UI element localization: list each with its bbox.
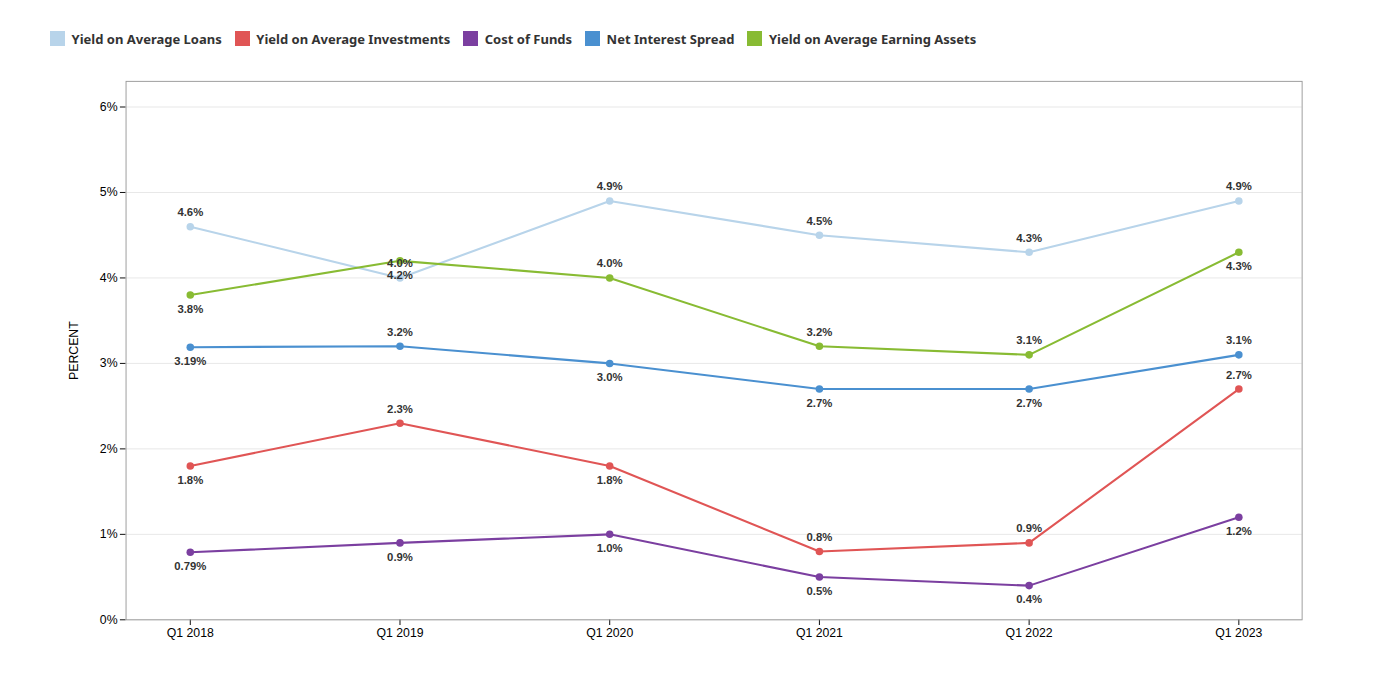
svg-text:3.2%: 3.2% <box>807 325 833 337</box>
svg-text:2.7%: 2.7% <box>1226 368 1252 380</box>
svg-text:5%: 5% <box>100 185 118 199</box>
svg-text:2.7%: 2.7% <box>807 396 833 408</box>
html-text:Yield on Average Earning Asset: Yield on Average Earning Assets <box>768 29 977 48</box>
html-text:Yield on Average Investments: Yield on Average Investments <box>256 29 451 48</box>
svg-text:3.1%: 3.1% <box>1016 334 1042 346</box>
svg-text:4.6%: 4.6% <box>177 206 203 218</box>
svg-text:3.0%: 3.0% <box>597 371 623 383</box>
svg-text:6%: 6% <box>100 99 118 113</box>
svg-text:3.19%: 3.19% <box>174 354 206 366</box>
svg-text:4.0%: 4.0% <box>387 257 413 269</box>
svg-text:3.1%: 3.1% <box>1226 334 1252 346</box>
svg-text:4%: 4% <box>100 270 118 284</box>
svg-text:1.2%: 1.2% <box>1226 525 1252 537</box>
svg-text:4.2%: 4.2% <box>387 268 413 280</box>
svg-text:3.8%: 3.8% <box>177 302 203 314</box>
svg-text:2%: 2% <box>100 441 118 455</box>
svg-text:PERCENT: PERCENT <box>67 320 81 379</box>
svg-text:0.79%: 0.79% <box>174 560 206 572</box>
html-text:Net Interest Spread: Net Interest Spread <box>606 29 735 48</box>
svg-text:2.7%: 2.7% <box>1016 396 1042 408</box>
svg-text:Q1 2020: Q1 2020 <box>586 626 633 640</box>
svg-text:2.3%: 2.3% <box>387 402 413 414</box>
svg-text:1.0%: 1.0% <box>597 542 623 554</box>
svg-text:0%: 0% <box>100 612 118 626</box>
svg-text:3%: 3% <box>100 356 118 370</box>
svg-text:4.5%: 4.5% <box>807 214 833 226</box>
svg-text:4.9%: 4.9% <box>597 180 623 192</box>
svg-text:Q1 2021: Q1 2021 <box>796 626 843 640</box>
svg-text:0.9%: 0.9% <box>1016 522 1042 534</box>
html-text:Cost of Funds: Cost of Funds <box>484 29 573 48</box>
svg-text:Q1 2018: Q1 2018 <box>167 626 214 640</box>
svg-text:0.4%: 0.4% <box>1016 593 1042 605</box>
svg-text:4.3%: 4.3% <box>1016 231 1042 243</box>
svg-text:0.8%: 0.8% <box>807 530 833 542</box>
html-text:Yield on Average Loans: Yield on Average Loans <box>71 29 222 48</box>
svg-text:Q1 2019: Q1 2019 <box>376 626 423 640</box>
svg-text:1.8%: 1.8% <box>177 473 203 485</box>
svg-text:0.5%: 0.5% <box>807 584 833 596</box>
svg-text:4.9%: 4.9% <box>1226 180 1252 192</box>
svg-text:Q1 2022: Q1 2022 <box>1006 626 1053 640</box>
svg-text:4.0%: 4.0% <box>597 257 623 269</box>
svg-text:1%: 1% <box>100 527 118 541</box>
svg-text:0.9%: 0.9% <box>387 550 413 562</box>
svg-text:1.8%: 1.8% <box>597 473 623 485</box>
svg-text:3.2%: 3.2% <box>387 325 413 337</box>
svg-text:4.3%: 4.3% <box>1226 260 1252 272</box>
svg-text:Q1 2023: Q1 2023 <box>1215 626 1262 640</box>
